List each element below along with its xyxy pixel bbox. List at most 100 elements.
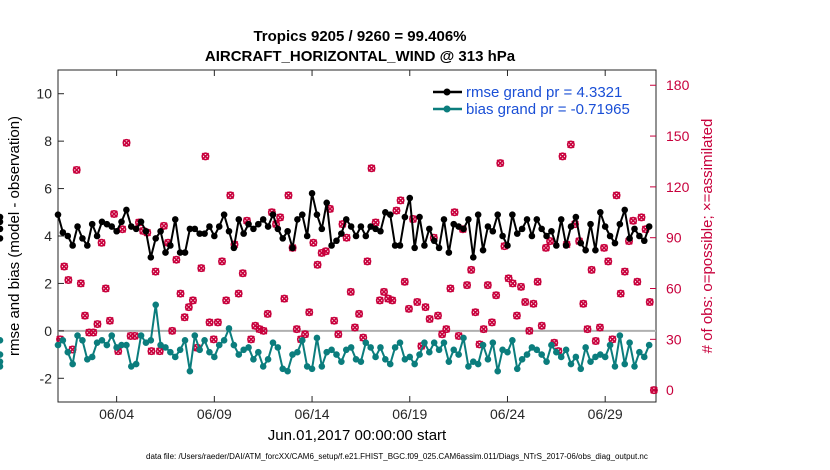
obs-possible-marker [517, 282, 526, 291]
obs-possible-marker [392, 206, 401, 215]
obs-possible-marker [446, 284, 455, 293]
obs-possible-marker [226, 191, 235, 200]
data-point-rmse [0, 225, 4, 233]
data-point-bias [504, 348, 511, 356]
data-point-rmse [196, 230, 203, 237]
data-point-bias [103, 341, 111, 349]
obs-possible-marker [72, 165, 81, 174]
data-point-bias [235, 351, 243, 358]
data-point-bias [255, 348, 262, 356]
legend-bias-marker [443, 105, 451, 113]
obs-possible-marker [247, 335, 256, 344]
obs-assimilated-marker [579, 299, 588, 308]
obs-assimilated-marker [81, 311, 89, 320]
obs-possible-marker [284, 191, 293, 200]
data-point-rmse [645, 223, 653, 230]
obs-assimilated-marker [101, 284, 110, 293]
data-point-bias [318, 363, 326, 370]
data-point-bias [167, 348, 174, 356]
obs-assimilated-marker [388, 296, 397, 305]
y2-tick-label: 0 [666, 382, 674, 398]
data-point-rmse [294, 216, 301, 223]
obs-assimilated-marker [384, 294, 392, 303]
data-point-bias [342, 346, 350, 354]
data-point-rmse [367, 223, 374, 230]
obs-possible-marker [276, 213, 285, 222]
obs-assimilated-marker [214, 318, 222, 327]
data-point-rmse [69, 242, 76, 249]
data-point-rmse [479, 246, 487, 254]
data-point-rmse [176, 249, 184, 256]
obs-assimilated-marker [155, 347, 164, 355]
x-tick-label: 06/04 [99, 406, 134, 422]
y-axis-label: rmse and bias (model - observation) [6, 116, 23, 356]
series-bias [0, 301, 653, 375]
data-point-bias [181, 337, 189, 344]
data-point-rmse [626, 235, 633, 242]
data-point-bias [445, 358, 453, 365]
obs-possible-marker [645, 298, 654, 307]
obs-assimilated-marker [380, 288, 388, 296]
data-point-rmse [636, 232, 643, 240]
obs-possible-marker [64, 276, 73, 285]
obs-assimilated-marker [97, 239, 106, 247]
obs-possible-marker [334, 330, 343, 339]
obs-assimilated-marker [463, 281, 471, 289]
obs-assimilated-marker [558, 152, 567, 161]
obs-possible-marker [222, 296, 231, 305]
obs-possible-marker [188, 296, 197, 305]
obs-assimilated-marker [317, 249, 326, 257]
obs-assimilated-marker [592, 337, 600, 345]
data-point-rmse [377, 227, 384, 235]
obs-possible-marker [608, 335, 617, 344]
data-point-bias [606, 341, 614, 349]
data-point-rmse [489, 227, 497, 235]
obs-assimilated-marker [147, 347, 156, 355]
data-point-bias [264, 356, 272, 363]
obs-possible-marker [350, 323, 359, 332]
data-point-bias [338, 358, 345, 365]
obs-assimilated-marker [305, 308, 314, 316]
data-point-rmse [401, 213, 409, 221]
obs-assimilated-marker [442, 325, 451, 333]
obs-assimilated-marker [284, 191, 293, 200]
obs-possible-marker [583, 325, 592, 334]
obs-possible-marker [89, 328, 98, 337]
data-point-bias [298, 337, 306, 344]
obs-possible-marker [180, 313, 189, 322]
data-point-rmse [499, 232, 506, 240]
obs-assimilated-marker [110, 210, 118, 218]
obs-possible-marker [400, 277, 409, 286]
obs-assimilated-marker [371, 218, 380, 227]
obs-assimilated-marker [222, 296, 230, 305]
obs-assimilated-marker [64, 276, 73, 284]
data-point-bias [176, 346, 184, 354]
data-point-rmse [54, 211, 62, 218]
data-point-rmse [289, 244, 296, 252]
obs-assimilated-marker [600, 244, 608, 252]
data-point-bias [406, 353, 414, 361]
data-point-bias [601, 353, 609, 361]
obs-possible-marker [587, 265, 596, 274]
obs-assimilated-marker [160, 222, 168, 230]
data-point-rmse [435, 244, 443, 252]
data-point-rmse [465, 216, 472, 223]
data-point-bias [211, 353, 218, 361]
obs-assimilated-marker [517, 283, 525, 291]
data-point-rmse [59, 229, 67, 236]
data-point-rmse [137, 218, 145, 226]
data-point-bias [587, 358, 594, 365]
data-point-rmse [264, 223, 272, 230]
obs-possible-marker [612, 191, 621, 200]
data-point-rmse [553, 242, 560, 249]
obs-possible-marker [280, 294, 289, 303]
obs-assimilated-marker [425, 315, 434, 323]
data-point-bias [518, 356, 526, 363]
data-point-rmse [93, 232, 101, 240]
data-point-bias [69, 360, 76, 368]
data-point-rmse [0, 235, 4, 242]
obs-assimilated-marker [367, 164, 376, 173]
obs-possible-marker [533, 277, 542, 286]
obs-possible-marker [209, 335, 218, 344]
